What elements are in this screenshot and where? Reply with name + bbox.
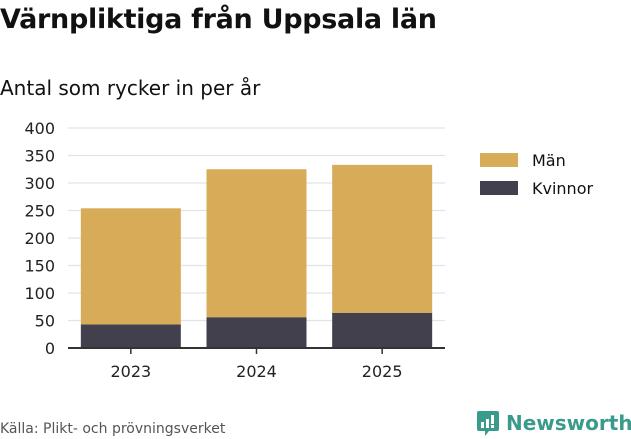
- brand-name: Newsworthy: [506, 411, 631, 435]
- bar-chart-logo-icon: [477, 411, 499, 436]
- bar-kvinnor: [80, 324, 181, 348]
- legend-swatch: [480, 153, 518, 167]
- y-tick-label: 150: [24, 257, 55, 276]
- legend-swatch: [480, 181, 518, 195]
- newsworthy-logo: Newsworthy: [476, 409, 631, 437]
- y-tick-label: 200: [24, 229, 55, 248]
- y-tick-label: 300: [24, 174, 55, 193]
- y-tick-label: 0: [45, 339, 55, 358]
- bar-kvinnor: [206, 317, 307, 348]
- x-tick-label: 2023: [110, 362, 151, 381]
- y-tick-label: 350: [24, 147, 55, 166]
- legend: Män Kvinnor: [480, 146, 593, 202]
- x-tick-label: 2025: [362, 362, 403, 381]
- source-note: Källa: Plikt- och prövningsverket: [0, 421, 226, 437]
- chart-subtitle: Antal som rycker in per år: [0, 76, 261, 100]
- bar-man: [206, 169, 307, 318]
- bar-man: [332, 164, 433, 313]
- x-tick-label: 2024: [236, 362, 277, 381]
- legend-item-man: Män: [480, 146, 593, 174]
- chart-title: Värnpliktiga från Uppsala län: [0, 4, 437, 35]
- y-tick-label: 250: [24, 202, 55, 221]
- bar-man: [80, 208, 181, 325]
- legend-label: Män: [532, 150, 566, 170]
- legend-item-kvinnor: Kvinnor: [480, 174, 593, 202]
- y-tick-label: 100: [24, 284, 55, 303]
- y-tick-label: 400: [24, 119, 55, 138]
- y-tick-label: 50: [35, 312, 55, 331]
- legend-label: Kvinnor: [532, 178, 594, 198]
- bar-kvinnor: [332, 312, 433, 348]
